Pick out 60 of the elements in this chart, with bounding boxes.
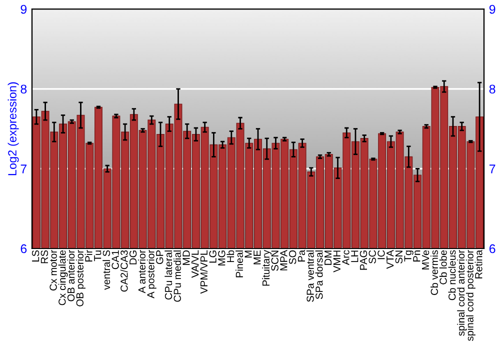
y-tick-label: 8: [20, 84, 27, 94]
x-tick-label: LG: [209, 250, 216, 263]
x-tick-label: CA2/CA3: [120, 250, 128, 292]
y-tick-label: 6: [20, 244, 27, 254]
x-tick-label: Pir: [84, 250, 92, 262]
x-tick-label: CPu medial: [174, 250, 181, 302]
x-tick-label: SN: [395, 250, 403, 264]
x-tick-label: Cb nucleus: [448, 250, 456, 300]
x-tick-label: Pn: [413, 250, 420, 262]
x-tick-label: VTA: [386, 250, 394, 269]
x-tick-label: MPA: [280, 250, 288, 270]
x-tick-label: DM: [324, 250, 332, 265]
x-tick-label: SPa dorsal: [315, 250, 323, 300]
x-tick-label: PAG: [360, 250, 368, 270]
x-tick-label: Cb lobe: [439, 250, 447, 284]
x-tick-label: CPu lateral: [164, 250, 172, 300]
x-tick-label: A posterior: [146, 250, 156, 298]
x-tick-label: OB anterior: [67, 250, 75, 302]
x-tick-label: GP: [156, 250, 164, 264]
x-tick-label: LH: [351, 250, 358, 262]
x-tick-label: VPM/VPL: [200, 250, 208, 294]
x-tick-label: SC: [368, 250, 376, 264]
x-tick-label: Cb vermis: [430, 250, 438, 295]
x-tick-label: Pineal: [236, 250, 243, 278]
x-tick-label: Hb: [226, 250, 234, 262]
x-tick-label: Cx motor: [50, 250, 57, 290]
x-tick-label: SCN: [271, 250, 278, 271]
x-tick-label: MD: [182, 250, 190, 265]
x-tick-label: SO: [288, 250, 296, 264]
x-tick-label: Pa: [298, 250, 306, 262]
x-tick-label: Tg: [404, 250, 414, 262]
x-tick-label: ventral S: [102, 250, 110, 290]
y-axis-title: Log2 (expression): [8, 82, 19, 176]
x-tick-label: spinal cord posterior: [466, 250, 476, 341]
y-tick-label: 7: [20, 164, 27, 174]
x-tick-label: spinal cord anterior: [457, 250, 467, 336]
x-tick-label: Pituitary: [262, 250, 272, 286]
x-tick-label: MVe: [422, 250, 430, 270]
x-tick-label: IC: [378, 250, 385, 260]
y-tick-label: 9: [20, 4, 27, 14]
x-tick-label: SPa ventral: [306, 250, 314, 302]
x-tick-label: Cx cingulate: [58, 250, 68, 306]
y2-tick-label: 7: [490, 164, 496, 174]
x-tick-label: Tu: [94, 250, 102, 262]
x-tick-label: VMH: [333, 250, 340, 272]
x-tick-label: CA1: [112, 250, 119, 270]
x-tick-label: LS: [32, 250, 40, 262]
x-tick-label: OB posterior: [76, 250, 86, 306]
x-tick-label: RS: [40, 250, 48, 264]
x-tick-label: MG: [218, 250, 226, 266]
x-tick-label: Arc: [342, 250, 350, 266]
x-tick-label: M: [244, 250, 252, 258]
x-tick-label: ME: [254, 250, 261, 264]
x-tick-label: A anterior: [138, 250, 146, 294]
x-tick-label: Retina: [474, 250, 482, 278]
x-tick-label: DG: [129, 250, 137, 264]
y2-tick-label: 6: [489, 244, 496, 254]
x-tick-label: VA/VL: [191, 250, 199, 278]
y2-tick-label: 8: [489, 84, 496, 94]
y2-tick-label: 9: [489, 4, 496, 14]
